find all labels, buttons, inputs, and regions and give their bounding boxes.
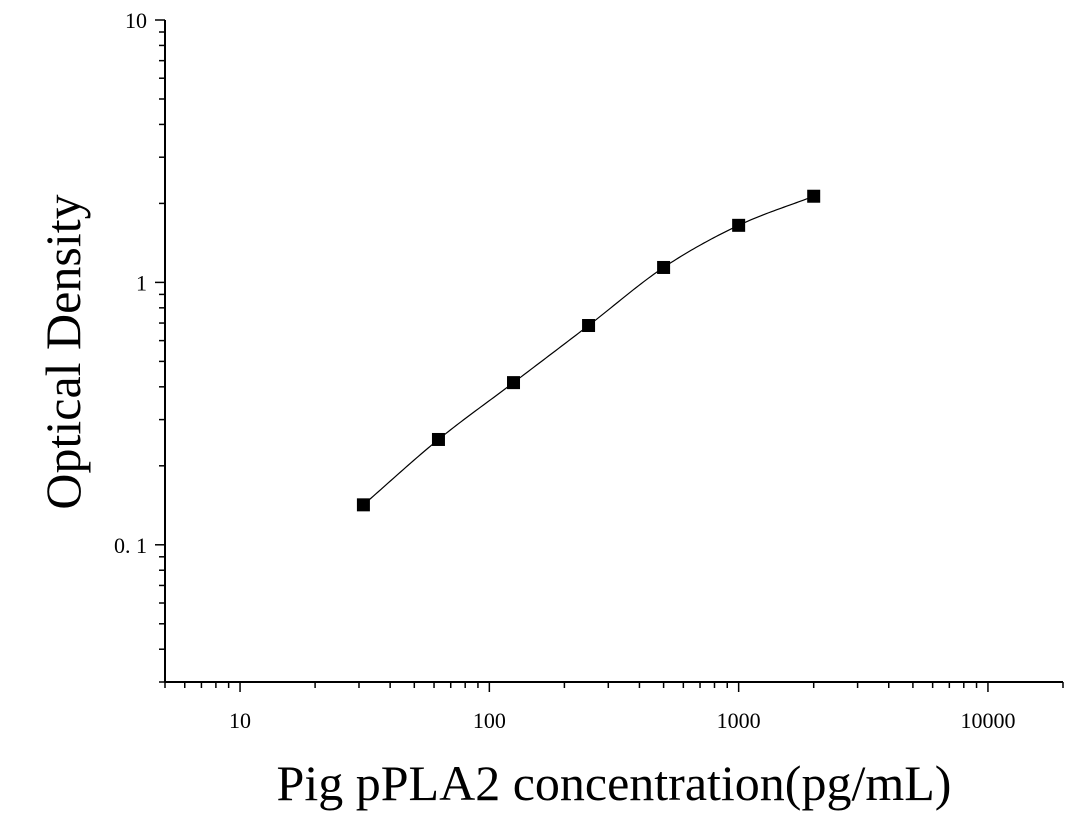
data-point	[657, 260, 671, 274]
data-point	[507, 376, 521, 390]
data-point	[356, 498, 370, 512]
data-point	[807, 189, 821, 203]
y-tick-label: 1	[136, 270, 147, 295]
data-point	[431, 432, 445, 446]
x-tick-label: 1000	[717, 708, 761, 733]
x-tick-label: 10000	[960, 708, 1015, 733]
x-tick-label: 10	[229, 708, 251, 733]
y-tick-label: 0. 1	[114, 533, 147, 558]
ticks: 10 100 1000 10000 0. 1 1 10	[114, 8, 1064, 733]
axes	[164, 20, 1063, 683]
fit-curve-layer	[363, 195, 814, 506]
data-point	[732, 218, 746, 232]
data-point	[582, 319, 596, 333]
x-tick-label: 100	[473, 708, 506, 733]
y-tick-label: 10	[125, 8, 147, 33]
y-axis-title: Optical Density	[35, 194, 91, 509]
x-axis-title: Pig pPLA2 concentration(pg/mL)	[277, 755, 952, 811]
fit-curve	[363, 195, 814, 506]
data-points	[356, 189, 821, 512]
